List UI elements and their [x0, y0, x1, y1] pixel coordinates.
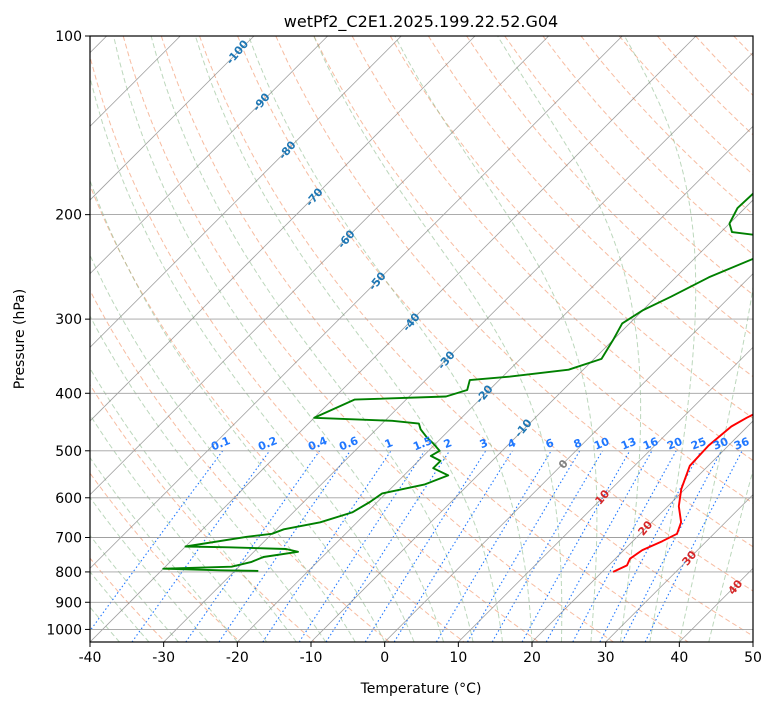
dry-adiabat-line	[275, 36, 753, 548]
mixing-ratio-line	[545, 450, 653, 642]
moist-adiabat-line	[90, 315, 327, 642]
moist-adiabat-line	[194, 36, 503, 642]
moist-adiabat-line	[708, 468, 753, 642]
mixing-ratio-label: 25	[689, 435, 708, 453]
y-tick-label: 300	[55, 312, 82, 328]
x-tick-label: 10	[449, 650, 467, 666]
dry-adiabat-line	[389, 36, 753, 419]
mixing-ratio-line	[435, 450, 552, 642]
y-axis-label: Pressure (hPa)	[12, 289, 28, 389]
y-tick-label: 200	[55, 208, 82, 224]
mixing-ratio-label: 2	[442, 436, 454, 451]
isotherm-line	[237, 125, 753, 642]
y-tick-label: 400	[55, 386, 82, 402]
mixing-ratio-line	[90, 450, 224, 632]
moist-adiabat-line	[90, 456, 238, 642]
y-tick-label: 1000	[46, 622, 82, 638]
y-tick-label: 500	[55, 444, 82, 460]
x-tick-label: -40	[79, 650, 102, 666]
mixing-ratio-line	[262, 450, 392, 642]
x-tick-label: 20	[523, 650, 541, 666]
mixing-ratio-line	[131, 450, 271, 642]
moist-adiabat-line	[90, 74, 415, 642]
dry-adiabat-line	[90, 472, 241, 642]
y-tick-label: 800	[55, 565, 82, 581]
mixing-ratio-line	[644, 450, 743, 642]
mixing-ratio-label: 3	[478, 436, 490, 451]
mixing-ratio-line	[185, 450, 321, 642]
mixing-ratio-line	[218, 450, 351, 642]
dewpoint-profile-line	[162, 192, 753, 572]
mixing-ratio-label: 10	[592, 435, 611, 453]
moist-adiabat-line	[678, 284, 753, 642]
isotherm-line	[531, 420, 753, 642]
moist-adiabat-line	[497, 36, 642, 642]
isotherm-line	[90, 36, 328, 275]
y-tick-label: 900	[55, 595, 82, 611]
y-tick-label: 100	[55, 29, 82, 45]
x-axis-label: Temperature (°C)	[360, 681, 482, 697]
isotherm-line	[90, 36, 549, 496]
y-tick-label: 600	[55, 491, 82, 507]
chart-title: wetPf2_C2E1.2025.199.22.52.G04	[284, 12, 558, 32]
mixing-ratio-label: 36	[732, 435, 751, 453]
dry-adiabat-line	[313, 36, 753, 504]
x-tick-label: -20	[226, 650, 249, 666]
mixing-ratio-line	[521, 450, 631, 642]
isotherm-line	[90, 36, 255, 201]
mixing-ratio-line	[599, 450, 702, 642]
moist-adiabat-line	[313, 36, 563, 642]
isotherm-line	[384, 273, 753, 642]
mixing-ratio-label: 16	[641, 435, 660, 453]
mixing-ratio-label: 1	[383, 436, 395, 451]
isotherm-line	[605, 494, 753, 642]
dry-adiabat-line	[160, 36, 689, 642]
mixing-ratio-line	[298, 450, 426, 642]
mixing-ratio-label: 8	[572, 436, 584, 451]
mixing-ratio-label: 13	[619, 435, 638, 453]
mixing-ratio-line	[572, 450, 677, 642]
mixing-ratio-line	[325, 450, 451, 642]
moist-adiabat-line	[90, 413, 268, 642]
y-tick-label: 700	[55, 531, 82, 547]
isotherm-line	[90, 36, 402, 348]
x-tick-label: -30	[152, 650, 175, 666]
mixing-ratio-line	[364, 450, 487, 642]
x-tick-label: -10	[300, 650, 323, 666]
tick-layer: -40 -30 -20 -10 0 10 20 30 40 50 100 200 300 400 500 60…	[46, 29, 762, 666]
x-tick-label: 40	[670, 650, 688, 666]
mixing-ratio-label: 30	[711, 435, 730, 453]
dry-adiabat-line	[466, 36, 753, 337]
isotherm-line	[90, 36, 623, 569]
dry-adiabat-line	[427, 36, 753, 378]
plot-frame	[89, 35, 754, 643]
mixing-ratio-label: 20	[665, 435, 684, 453]
dry-adiabat-line	[90, 54, 540, 642]
dry-adiabat-line	[351, 36, 753, 462]
x-tick-label: 0	[380, 650, 389, 666]
moist-adiabat-line	[248, 36, 533, 642]
moist-adiabat-line	[90, 254, 356, 642]
isotherm-line	[458, 346, 753, 642]
dry-adiabat-line	[90, 289, 390, 642]
moist-adiabat-line	[113, 36, 445, 642]
x-tick-label: 30	[597, 650, 615, 666]
dry-adiabat-line	[237, 36, 753, 592]
moist-adiabat-line	[90, 179, 386, 642]
grid-layer	[90, 36, 753, 642]
x-tick-label: 50	[744, 650, 762, 666]
data-layer	[162, 192, 753, 573]
isotherm-line	[90, 36, 476, 422]
moist-adiabat-line	[624, 36, 697, 642]
dry-adiabat-line	[90, 383, 316, 642]
moist-adiabat-line	[394, 36, 598, 642]
dry-adiabat-line	[504, 36, 753, 296]
temperature-profile-line	[612, 413, 753, 573]
isotherm-line	[163, 52, 753, 642]
isotherm-line	[90, 36, 697, 642]
